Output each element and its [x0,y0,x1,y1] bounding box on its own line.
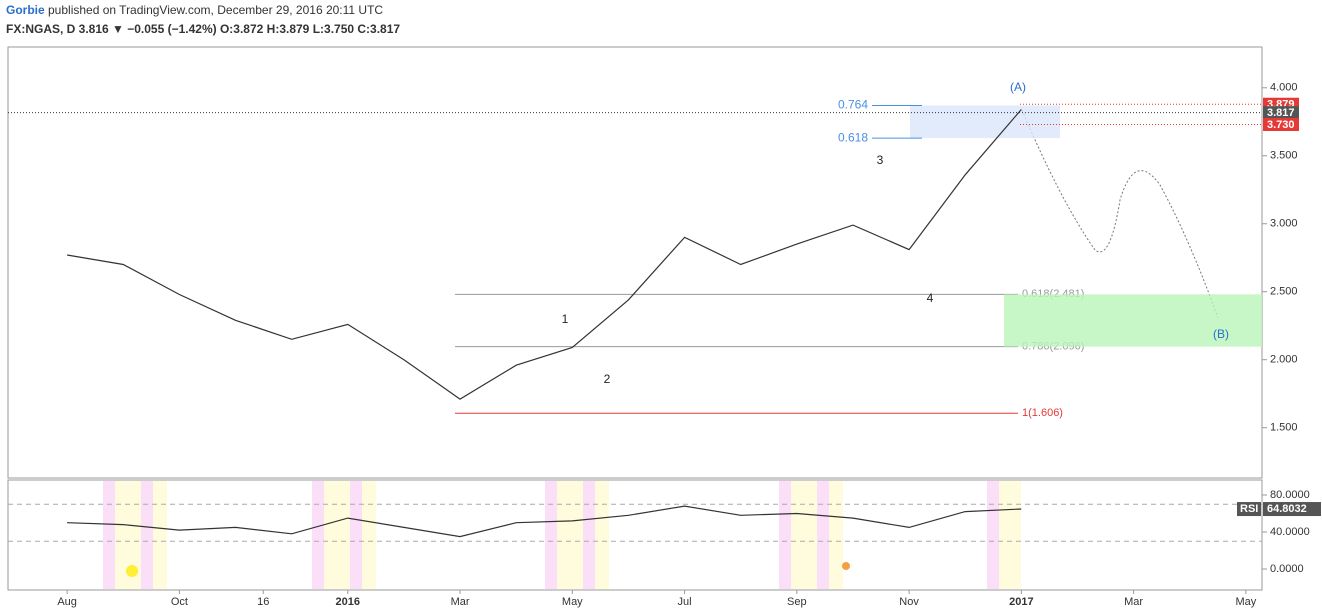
rsi-value: 64.8032 [1267,503,1307,515]
price-badge-label: 3.730 [1267,119,1295,131]
rsi-value-badge [1263,502,1321,517]
wave-label: 3 [877,153,884,167]
y-tick-label: 4.000 [1270,82,1298,94]
projection [1021,109,1219,319]
x-tick-label: Jul [678,596,692,608]
price-badge-label: 3.817 [1267,107,1295,119]
x-tick-label: 16 [257,596,269,608]
price-badge [1263,117,1299,131]
rsi-highlights [103,481,1021,589]
x-tick-label: Sep [787,596,807,608]
x-tick-label: 2017 [1009,596,1033,608]
marker [126,565,138,577]
series-line [66,109,1022,400]
price-badge [1263,106,1299,120]
x-tick-label: Oct [171,596,188,608]
y-tick-label: 2.500 [1270,286,1298,298]
y-tick-label: 3.000 [1270,218,1298,230]
wave-label: (B) [1213,327,1229,341]
rsi-badge [1237,502,1261,517]
x-tick-label: Nov [899,596,919,608]
fib-level-label: 1(1.606) [1022,407,1063,419]
fib-ratio: 0.618 [838,130,868,144]
x-tick-label: May [562,596,583,608]
y-tick-label: 3.500 [1270,150,1298,162]
y-tick-label: 80.0000 [1270,489,1310,501]
wave-label: (A) [1010,80,1026,94]
marker [842,562,850,570]
wave-label: 4 [927,291,934,305]
x-tick-label: Mar [1124,596,1143,608]
rsi-panel [7,479,1263,591]
series-line [67,505,1022,538]
y-tick-label: 40.0000 [1270,526,1310,538]
x-tick-label: Aug [57,596,77,608]
target-zone [1004,294,1262,347]
y-tick-label: 2.000 [1270,354,1298,366]
fib-ratio: 0.764 [838,98,868,112]
header-title: Gorbie published on TradingView.com, Dec… [6,3,383,17]
rsi-name: RSI [1240,503,1258,515]
wave-label: 1 [562,312,569,326]
header-subtitle: FX:NGAS, D 3.816 ▼ −0.055 (−1.42%) O:3.8… [6,22,400,36]
x-tick-label: 2016 [336,596,360,608]
wave-label: 2 [604,372,611,386]
x-tick-label: Mar [451,596,470,608]
y-tick-label: 1.500 [1270,422,1298,434]
x-tick-label: May [1235,596,1256,608]
fib-zone [910,105,1060,139]
price-panel [7,46,1263,479]
y-tick-label: 0.0000 [1270,563,1304,575]
